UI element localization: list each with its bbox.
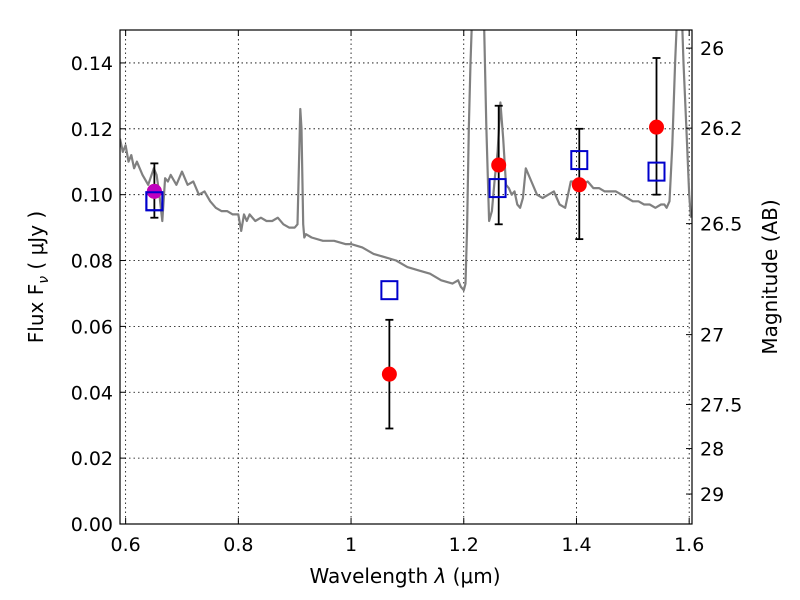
mag-tick-label: 26.2 <box>700 118 742 140</box>
x-tick-label: 1.6 <box>674 534 704 556</box>
y-tick-label: 0.02 <box>71 448 113 470</box>
spectrum-line <box>120 30 473 292</box>
y-tick-label: 0.14 <box>71 53 113 75</box>
mag-tick-label: 26.5 <box>700 214 742 236</box>
y-tick-label: 0.06 <box>71 316 113 338</box>
y-tick-label: 0.12 <box>71 119 113 141</box>
observed-point <box>491 157 507 173</box>
x-tick-label: 1 <box>345 534 357 556</box>
mag-tick-label: 27.5 <box>700 394 742 416</box>
model-photometry-square <box>647 161 666 182</box>
axis-labels: Wavelength λ (μm) Flux Fν ( μJy ) Magnit… <box>24 199 782 588</box>
x-tick-label: 1.4 <box>561 534 591 556</box>
y-axis-label: Flux Fν ( μJy ) <box>24 211 52 343</box>
plot-frame <box>119 29 693 525</box>
x-axis-label-symbol: λ <box>433 564 446 588</box>
model-photometry-square-top <box>145 191 164 212</box>
axes: 0.6 0.8 1 1.2 1.4 1.6 0.00 0.02 0.04 0.06 0.08 0.10… <box>71 29 742 556</box>
x-axis-label: Wavelength λ (μm) <box>309 564 500 588</box>
mag-tick-label: 27 <box>700 325 724 347</box>
observed-point <box>571 177 587 193</box>
y-axis-label-subscript: ν <box>36 276 52 284</box>
model-photometry-square <box>488 178 507 199</box>
observed-point <box>381 366 397 382</box>
y-tick-label: 0.08 <box>71 251 113 273</box>
model-spectrum <box>120 30 692 292</box>
y-tick-label: 0.10 <box>71 185 113 207</box>
data-markers <box>145 57 666 430</box>
mag-tick-label: 26 <box>700 38 724 60</box>
observed-point <box>648 119 664 135</box>
spectrum-line <box>483 30 692 223</box>
y-tick-label: 0.04 <box>71 382 113 404</box>
y2-axis-label: Magnitude (AB) <box>758 199 782 354</box>
model-photometry-square <box>570 150 589 171</box>
mag-tick-label: 29 <box>700 484 724 506</box>
x-tick-label: 0.6 <box>111 534 141 556</box>
x-tick-label: 0.8 <box>223 534 253 556</box>
model-photometry-square <box>380 280 399 301</box>
mag-tick-label: 28 <box>700 439 724 461</box>
x-tick-label: 1.2 <box>449 534 479 556</box>
y-tick-label: 0.00 <box>71 514 113 536</box>
grid <box>120 30 692 524</box>
